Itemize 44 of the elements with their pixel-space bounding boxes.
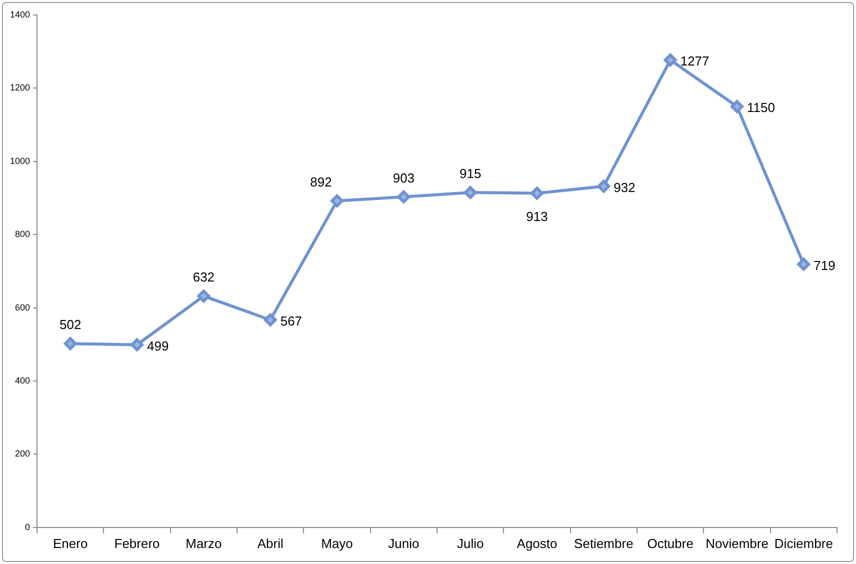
x-tick-label: Abril	[257, 536, 284, 551]
point	[64, 337, 77, 350]
point	[730, 100, 744, 113]
y-tick-label: 0	[25, 522, 30, 532]
data-label: 632	[192, 270, 215, 285]
x-tick-label: Julio	[456, 536, 484, 551]
x-tick-label: Mayo	[321, 536, 353, 551]
point	[264, 313, 277, 326]
y-tick-label: 800	[14, 229, 30, 240]
y-tick-label: 1200	[10, 82, 30, 93]
y-tick-label: 1400	[10, 9, 30, 20]
point	[797, 258, 810, 271]
x-tick-label: Febrero	[114, 536, 160, 551]
point	[464, 186, 477, 200]
y-tick-label: 1000	[10, 156, 30, 166]
data-label: 502	[60, 317, 82, 332]
x-tick-label: Setiembre	[574, 536, 634, 551]
data-label: 913	[526, 208, 548, 224]
point	[530, 186, 544, 200]
point	[664, 54, 677, 67]
point	[330, 194, 344, 208]
x-tick-label: Enero	[53, 536, 88, 551]
data-label: 932	[614, 180, 636, 195]
data-label: 892	[310, 174, 332, 190]
x-tick-label: Marzo	[186, 536, 222, 551]
point	[597, 180, 610, 193]
data-label: 915	[459, 166, 482, 182]
x-tick-label: Diciembre	[774, 536, 833, 551]
data-label: 719	[814, 258, 836, 273]
data-label: 499	[147, 338, 169, 354]
x-tick-label: Agosto	[516, 536, 558, 551]
y-tick-label: 600	[14, 302, 30, 312]
data-label: 567	[280, 313, 302, 328]
y-tick-label: 400	[14, 375, 30, 386]
data-label: 903	[392, 170, 415, 186]
y-tick-label: 200	[14, 448, 30, 459]
x-tick-label: Junio	[388, 536, 420, 551]
point	[130, 338, 144, 352]
x-tick-label: Octubre	[647, 536, 694, 551]
point	[397, 190, 410, 204]
data-label: 1277	[680, 54, 710, 69]
data-label: 1150	[747, 100, 775, 116]
point	[197, 290, 210, 303]
x-tick-label: Noviembre	[706, 536, 768, 551]
